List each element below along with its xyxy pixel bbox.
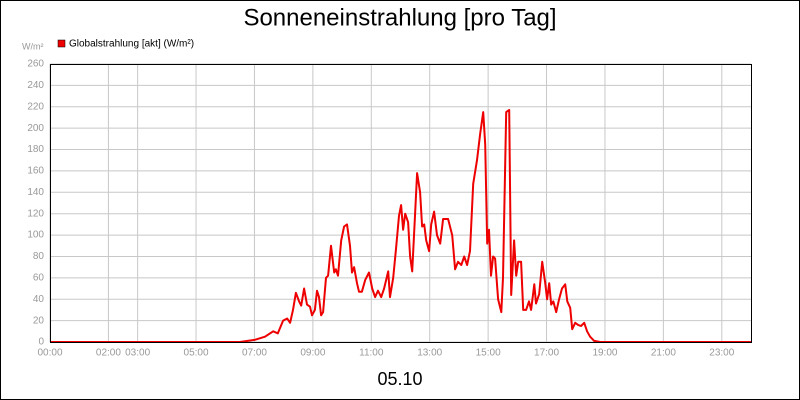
y-tick-label: 20 xyxy=(33,315,45,326)
x-tick-label: 09:00 xyxy=(300,348,325,359)
x-tick-label: 02:00 xyxy=(96,348,121,359)
x-tick-label: 23:00 xyxy=(709,348,734,359)
plot-border xyxy=(50,64,752,343)
y-tick-label: 80 xyxy=(33,251,45,262)
x-tick-label: 03:00 xyxy=(125,348,150,359)
y-unit: W/m² xyxy=(22,41,44,51)
y-tick-label: 180 xyxy=(27,144,44,155)
y-tick-label: 120 xyxy=(27,208,44,219)
y-tick-label: 40 xyxy=(33,294,45,305)
y-tick-label: 140 xyxy=(27,187,44,198)
x-tick-label: 19:00 xyxy=(592,348,617,359)
y-tick-label: 0 xyxy=(38,337,44,348)
y-tick-label: 100 xyxy=(27,230,44,241)
x-tick-label: 13:00 xyxy=(417,348,442,359)
y-tick-label: 60 xyxy=(33,272,45,283)
data-line xyxy=(50,109,751,343)
y-tick-label: 260 xyxy=(27,59,44,70)
y-tick-label: 240 xyxy=(27,80,44,91)
x-tick-label: 07:00 xyxy=(242,348,267,359)
x-tick-label: 17:00 xyxy=(534,348,559,359)
x-caption: 05.10 xyxy=(377,369,422,389)
x-tick-label: 21:00 xyxy=(651,348,676,359)
x-tick-label: 05:00 xyxy=(184,348,209,359)
y-tick-label: 200 xyxy=(27,123,44,134)
legend-label: Globalstrahlung [akt] (W/m²) xyxy=(69,39,194,50)
chart-title: Sonneneinstrahlung [pro Tag] xyxy=(243,4,556,31)
x-tick-label: 11:00 xyxy=(359,348,384,359)
x-tick-label: 15:00 xyxy=(476,348,501,359)
legend-swatch xyxy=(57,39,66,48)
y-tick-label: 160 xyxy=(27,166,44,177)
x-tick-label: 00:00 xyxy=(37,348,62,359)
y-tick-label: 220 xyxy=(27,101,44,112)
